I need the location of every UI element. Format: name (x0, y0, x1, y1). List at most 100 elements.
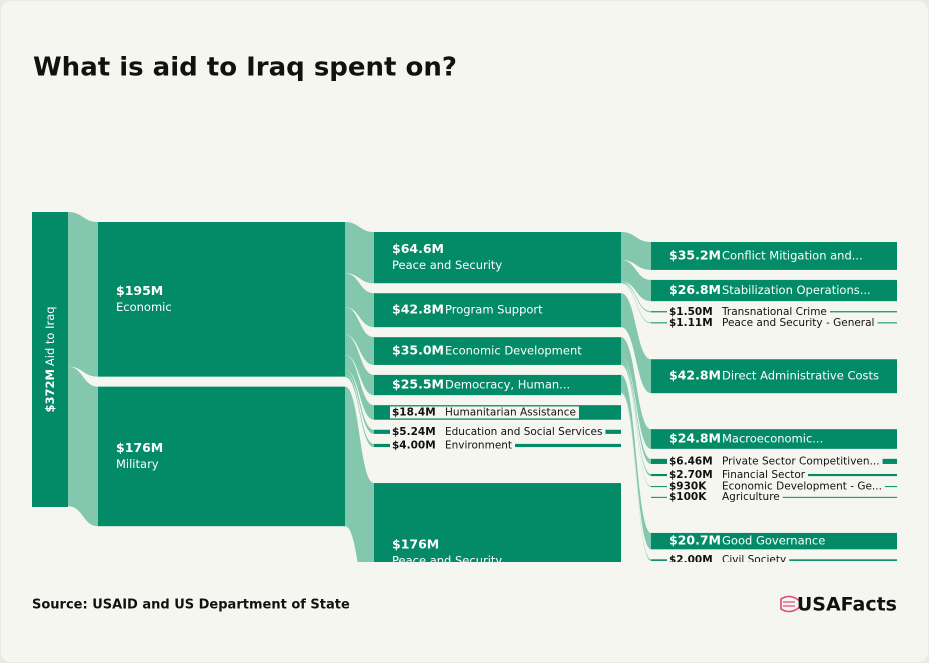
links (68, 212, 651, 562)
brand: USAFacts (797, 594, 897, 616)
link (621, 356, 651, 464)
node-label: $372M Aid to Iraq (43, 306, 57, 412)
node-name: Environment (445, 439, 512, 451)
node-name: Economic (116, 300, 172, 314)
label-bg (667, 316, 878, 329)
link (345, 386, 374, 562)
link (68, 212, 98, 377)
node-name: Macroeconomic... (722, 432, 823, 446)
node-value: $930K (669, 480, 707, 492)
node (651, 429, 897, 449)
label-bg (667, 305, 830, 318)
chart-title: What is aid to Iraq spent on? (33, 53, 457, 83)
node-value: $35.0M (392, 343, 444, 358)
node-name: Democracy, Human... (445, 378, 570, 392)
node (374, 293, 621, 328)
labels: $372M Aid to Iraq $195M Economic $176M Milita… (43, 241, 885, 567)
node-value: $176M (392, 536, 439, 551)
node-value: $195M (116, 283, 163, 298)
label-bg (390, 406, 579, 419)
link (621, 374, 651, 550)
node-value: $25.5M (392, 377, 444, 392)
label-bg (667, 469, 809, 482)
node-name: Peace and Security (392, 553, 502, 567)
link (621, 391, 651, 561)
link (621, 282, 651, 324)
node-value: $2.70M (669, 469, 713, 481)
node-value: $1.11M (669, 317, 713, 329)
link (621, 364, 651, 487)
node (651, 532, 897, 550)
node (98, 222, 345, 377)
link (345, 355, 374, 420)
link (345, 222, 374, 284)
link (621, 337, 651, 449)
node-name: Peace and Security - General (722, 317, 874, 329)
node-value: $26.8M (669, 282, 721, 297)
node-name: Good Governance (722, 534, 825, 548)
label-bg (667, 490, 783, 503)
node (651, 242, 897, 270)
link (621, 232, 651, 270)
node (374, 232, 621, 284)
link (345, 273, 374, 328)
node-value: $35.2M (669, 247, 721, 262)
node-value: $24.8M (669, 431, 721, 446)
sankey: $372M Aid to Iraq $195M Economic $176M Milita… (32, 212, 897, 567)
node-name: Stabilization Operations... (722, 283, 871, 297)
node-value: $2.00M (669, 554, 713, 566)
link (621, 361, 651, 477)
node-name: Direct Administrative Costs (722, 369, 879, 383)
link (621, 293, 651, 394)
link (345, 307, 374, 365)
link (68, 366, 98, 527)
node (32, 212, 68, 507)
link (621, 281, 651, 313)
node (374, 483, 621, 562)
link (621, 259, 651, 302)
node-name: Agriculture (722, 491, 780, 503)
node-name: Peace and Security (392, 258, 502, 272)
node-value: $5.24M (392, 426, 436, 438)
node (98, 386, 345, 527)
node-name: Economic Development (445, 344, 582, 358)
node-value: $1.50M (669, 306, 713, 318)
link (345, 334, 374, 396)
node-value: $100K (669, 491, 707, 503)
node (374, 337, 621, 365)
node (651, 279, 897, 302)
node-name: Civil Society (722, 554, 786, 566)
brand-logo (780, 595, 802, 613)
label-bg (667, 554, 790, 562)
node-name: Transnational Crime (721, 306, 827, 318)
node-name: Program Support (445, 303, 543, 317)
link (621, 364, 651, 497)
node-value: $6.46M (669, 455, 713, 467)
node-value: $20.7M (669, 533, 721, 548)
node-value: $176M (116, 440, 163, 455)
label-bg (667, 480, 885, 493)
node-name: Private Sector Competitiven... (722, 455, 880, 467)
link (345, 373, 374, 448)
node-value: $18.4M (392, 406, 436, 418)
node (374, 374, 621, 396)
node-name: Financial Sector (722, 469, 806, 481)
source: Source: USAID and US Department of State (32, 598, 350, 613)
label-bg (667, 455, 883, 468)
node-value: $4.00M (392, 439, 436, 451)
label-bg (390, 439, 516, 452)
link (345, 369, 374, 434)
node-value: $64.6M (392, 241, 444, 256)
node (651, 359, 897, 394)
node-value: $372M (43, 369, 57, 412)
node-name: Aid to Iraq (43, 306, 57, 366)
node-name: Humanitarian Assistance (445, 406, 576, 418)
node-name: Education and Social Services (445, 426, 602, 438)
node-value: $42.8M (392, 302, 444, 317)
node-value: $42.8M (669, 368, 721, 383)
node-name: Economic Development - Ge... (722, 480, 882, 492)
node-name: Military (116, 457, 159, 471)
node-name: Conflict Mitigation and... (722, 248, 863, 262)
